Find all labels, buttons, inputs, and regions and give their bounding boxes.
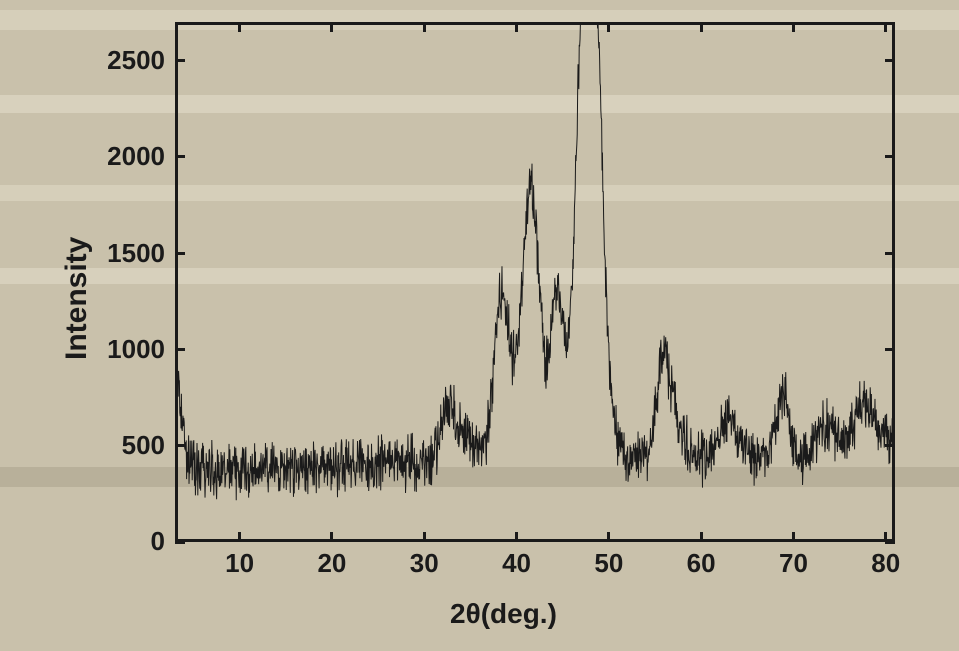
x-tick-label: 50 [584, 548, 634, 579]
y-tick-label: 1500 [85, 238, 165, 269]
y-tick [885, 59, 895, 62]
x-tick [330, 22, 333, 32]
x-tick [700, 532, 703, 542]
x-tick [515, 22, 518, 32]
y-tick-label: 2000 [85, 141, 165, 172]
y-tick [175, 348, 185, 351]
xrd-spectrum-line [175, 22, 895, 542]
x-tick-label: 60 [676, 548, 726, 579]
y-tick-label: 2500 [85, 45, 165, 76]
y-tick [885, 348, 895, 351]
y-tick [885, 252, 895, 255]
x-tick-label: 70 [768, 548, 818, 579]
x-tick [238, 22, 241, 32]
x-tick-label: 40 [492, 548, 542, 579]
x-tick-label: 80 [861, 548, 911, 579]
x-tick [607, 532, 610, 542]
y-tick [885, 155, 895, 158]
y-tick [175, 252, 185, 255]
y-tick [175, 155, 185, 158]
x-axis-title: 2θ(deg.) [450, 598, 557, 630]
y-tick-label: 1000 [85, 334, 165, 365]
x-tick [607, 22, 610, 32]
x-tick [515, 532, 518, 542]
y-tick [175, 59, 185, 62]
y-tick [175, 444, 185, 447]
x-tick [792, 22, 795, 32]
x-tick-label: 10 [215, 548, 265, 579]
y-tick [885, 444, 895, 447]
x-tick [423, 532, 426, 542]
y-tick [175, 541, 185, 544]
x-tick [792, 532, 795, 542]
x-tick-label: 20 [307, 548, 357, 579]
spectrum-path [175, 22, 895, 500]
x-tick [238, 532, 241, 542]
x-tick-label: 30 [399, 548, 449, 579]
x-tick [884, 532, 887, 542]
y-tick-label: 0 [85, 526, 165, 557]
x-tick [330, 532, 333, 542]
x-tick [700, 22, 703, 32]
x-tick [884, 22, 887, 32]
y-tick-label: 500 [85, 430, 165, 461]
x-tick [423, 22, 426, 32]
